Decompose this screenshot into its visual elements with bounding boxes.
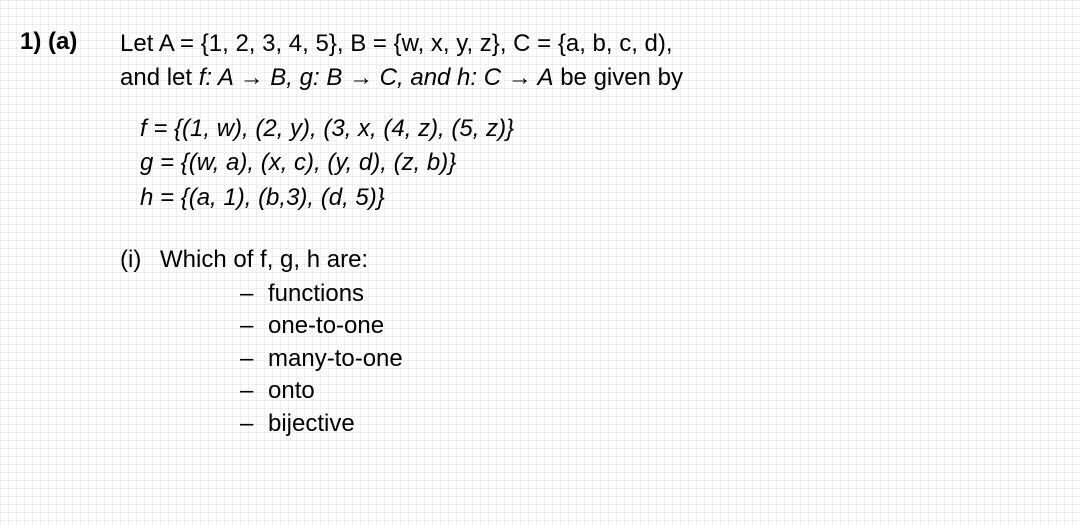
bullet-dash-icon: – [240, 343, 268, 375]
intro-line-1: Let A = {1, 2, 3, 4, 5}, B = {w, x, y, z… [120, 28, 1060, 60]
bullet-item: – bijective [240, 408, 1060, 440]
definition-f: f = {(1, w), (2, y), (3, x, (4, z), (5, … [140, 113, 1060, 145]
part-i-label: (i) [120, 246, 160, 274]
part-i-body: (i) Which of f, g, h are: – functions – … [120, 238, 1060, 440]
page-content: 1) (a) Let A = {1, 2, 3, 4, 5}, B = {w, … [0, 0, 1080, 526]
bullet-item: – onto [240, 375, 1060, 407]
bullet-text: one-to-one [268, 310, 384, 342]
bullet-item: – many-to-one [240, 343, 1060, 375]
intro-line-2-prefix: and let [120, 64, 199, 91]
problem-number: 1) (a) [20, 28, 120, 56]
bullet-dash-icon: – [240, 408, 268, 440]
part-i-prompt-row: (i) Which of f, g, h are: [120, 246, 1060, 274]
bullet-item: – one-to-one [240, 310, 1060, 342]
bullet-text: functions [268, 278, 364, 310]
bullet-text: bijective [268, 408, 355, 440]
bullet-text: onto [268, 375, 315, 407]
part-i-bullets: – functions – one-to-one – many-to-one –… [240, 278, 1060, 440]
bullet-item: – functions [240, 278, 1060, 310]
bullet-dash-icon: – [240, 375, 268, 407]
intro-line-2: and let f: A → B, g: B → C, and h: C → A… [120, 62, 1060, 94]
part-i-row: (i) Which of f, g, h are: – functions – … [20, 238, 1060, 440]
definition-g: g = {(w, a), (x, c), (y, d), (z, b)} [140, 147, 1060, 179]
intro-line-2-suffix: be given by [554, 64, 683, 91]
definitions-block: f = {(1, w), (2, y), (3, x, (4, z), (5, … [140, 113, 1060, 214]
bullet-dash-icon: – [240, 310, 268, 342]
bullet-dash-icon: – [240, 278, 268, 310]
bullet-text: many-to-one [268, 343, 403, 375]
problem-body: Let A = {1, 2, 3, 4, 5}, B = {w, x, y, z… [120, 28, 1060, 238]
intro-line-2-maps: f: A → B, g: B → C, and h: C → A [199, 64, 554, 91]
problem-header-row: 1) (a) Let A = {1, 2, 3, 4, 5}, B = {w, … [20, 28, 1060, 238]
part-i-prompt: Which of f, g, h are: [160, 246, 1060, 274]
definition-h: h = {(a, 1), (b,3), (d, 5)} [140, 182, 1060, 214]
